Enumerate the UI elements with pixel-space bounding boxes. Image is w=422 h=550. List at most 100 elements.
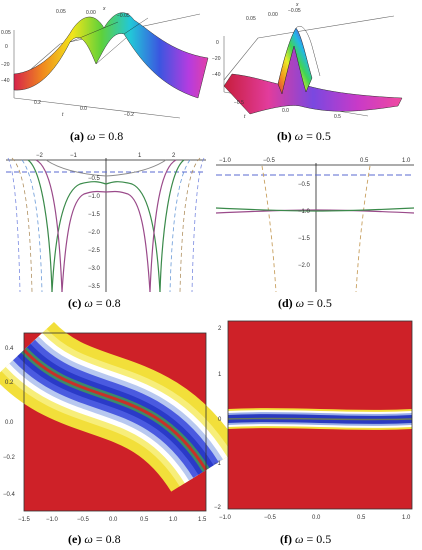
panel-c-y-tick: −1.0 [88, 194, 101, 200]
panel-b-x-tick: −0.05 [288, 8, 301, 14]
caption-e: (e) ω = 0.8 [68, 532, 121, 547]
panel-f-x-tick: 1.0 [402, 515, 411, 521]
panel-c-y-tick: −0.5 [88, 176, 101, 182]
panel-c-purple-curve [35, 159, 63, 293]
panel-e-x-tick: −1.0 [46, 517, 59, 523]
panel-e-y-tick: 0.0 [5, 420, 14, 426]
panel-c-x-tick: −2 [36, 153, 44, 159]
panel-a-surface: 0.05 0.00 −0.05 x 0.05 0 −20 −40 0.2 0.0… [1, 6, 209, 119]
panel-c-x-tick: −1 [70, 153, 78, 159]
panel-a-t-tick: −0.2 [124, 112, 134, 118]
panel-b-t-tick: 0.0 [282, 108, 289, 114]
panel-f-y-tick: 1 [218, 372, 222, 378]
panel-e-core-line [22, 348, 208, 471]
panel-a-x-tick: −0.05 [117, 13, 130, 19]
panel-e-y-tick: −0.4 [3, 492, 16, 498]
panel-c-dashed-curve [191, 157, 205, 293]
panel-e-x-tick: 0.5 [140, 517, 149, 523]
caption-b-value: = 0.5 [306, 129, 331, 143]
caption-c-label: (c) [68, 296, 82, 310]
panel-b-x-letter: x [295, 2, 299, 8]
panel-f-y-tick: −2 [214, 505, 222, 511]
panel-e-bands [0, 320, 241, 493]
panel-a-soliton-surface [13, 12, 209, 99]
caption-d-value: = 0.5 [307, 296, 332, 310]
panel-b-x-tick: 0.00 [268, 12, 278, 18]
panel-f-core-line [227, 417, 413, 421]
panel-a-z-tick: 0.05 [1, 30, 11, 36]
caption-d: (d) ω = 0.5 [278, 296, 332, 311]
caption-b-symbol: ω [294, 129, 304, 143]
panel-d-x-tick: 1.0 [402, 158, 411, 164]
panel-d-y-tick: −1.5 [298, 236, 311, 242]
panel-e-x-tick: −0.5 [77, 517, 90, 523]
panel-c-purple-curve [149, 159, 177, 293]
panel-b-t-tick: −0.5 [234, 100, 244, 106]
panel-f-x-tick: −0.5 [264, 515, 277, 521]
panel-f-y-tick: 0 [218, 417, 222, 423]
panel-f-y-tick: 2 [218, 326, 222, 332]
panel-a-t-tick: 0.2 [34, 100, 41, 106]
panel-c-y-tick: −2.0 [88, 230, 101, 236]
panel-a-mesh-lines [69, 17, 149, 65]
panel-a-t-letter: t [62, 112, 64, 118]
panel-c-dashed-curve [179, 157, 201, 293]
caption-e-symbol: ω [84, 532, 93, 546]
caption-e-label: (e) [68, 532, 82, 546]
caption-e-value: = 0.8 [95, 532, 121, 546]
panel-e-x-tick: 1.0 [169, 517, 178, 523]
panel-c-y-tick: −3.5 [88, 284, 101, 290]
panel-d-purple-curve [215, 209, 415, 214]
panel-c-plot: −2 −1 1 2 −0.5 −1.0 −1.5 −2.0 −2.5 −3.0 … [6, 153, 206, 293]
panel-c-x-tick: 2 [172, 153, 176, 159]
panel-d-dashed-curve [261, 165, 277, 293]
panel-a-x-letter: x [102, 6, 106, 12]
panel-b-z-tick: −40 [212, 72, 221, 78]
panel-a-x-tick: 0.00 [86, 10, 96, 16]
caption-a-label: (a) [70, 129, 84, 143]
panel-b-surface: 0.05 0.00 −0.05 x 0 −20 −40 −0.5 0.0 0.5… [212, 2, 403, 120]
caption-d-label: (d) [278, 296, 293, 310]
panel-d-green-curve [215, 207, 415, 212]
panel-f-x-tick: −1.0 [219, 515, 232, 521]
panel-c-y-tick: −2.5 [88, 248, 101, 254]
panel-e-frame [23, 332, 207, 512]
panel-c-dashed-curve [11, 157, 33, 293]
panel-f-x-tick: 0.0 [312, 515, 321, 521]
panel-a-t-axis [13, 97, 181, 119]
panel-c-x-tick: 1 [138, 153, 142, 159]
panel-c-y-tick: −3.0 [88, 266, 101, 272]
caption-d-symbol: ω [295, 296, 305, 310]
panel-b-x-tick: 0.05 [246, 16, 256, 22]
panel-f-contour: 2 1 0 −1 −2 −1.0 −0.5 0.0 0.5 1.0 [214, 320, 413, 521]
panel-b-z-tick: 0 [216, 40, 219, 46]
panel-d-x-tick: −0.5 [263, 158, 276, 164]
panel-f-frame [227, 320, 413, 510]
panel-c-green-curve [159, 159, 185, 293]
caption-b: (b) ω = 0.5 [277, 129, 331, 144]
caption-f-value: = 0.5 [306, 532, 332, 546]
panel-e-x-tick: −1.5 [18, 517, 31, 523]
panel-b-box-edge [223, 15, 395, 81]
caption-c: (c) ω = 0.8 [68, 296, 121, 311]
caption-f-label: (f) [280, 532, 292, 546]
caption-a-symbol: ω [87, 129, 96, 143]
panel-a-z-tick: 0 [5, 44, 8, 50]
panel-b-soliton-peak [277, 27, 313, 95]
panel-c-green-u-curve [51, 181, 161, 293]
panel-a-x-tick: 0.05 [56, 9, 66, 15]
panel-f-y-tick: −1 [214, 461, 222, 467]
panel-c-green-curve [27, 159, 53, 293]
panel-d-y-tick: −2.0 [298, 263, 311, 269]
panel-c-dashed-curve [7, 157, 21, 293]
panel-e-y-tick: 0.2 [5, 380, 14, 386]
panel-d-dashed-curve [355, 165, 371, 293]
panel-b-t-letter: t [244, 114, 246, 120]
panel-e-x-tick: 0.0 [109, 517, 118, 523]
panel-b-mesh-lines [295, 26, 321, 77]
panel-c-grey-curve [45, 159, 167, 177]
panel-e-contour: 0.4 0.2 0.0 −0.2 −0.4 −1.5 −1.0 −0.5 0.0… [0, 320, 241, 523]
panel-d-x-tick: 0.5 [360, 158, 369, 164]
panel-c-purple-u-curve [61, 190, 151, 293]
